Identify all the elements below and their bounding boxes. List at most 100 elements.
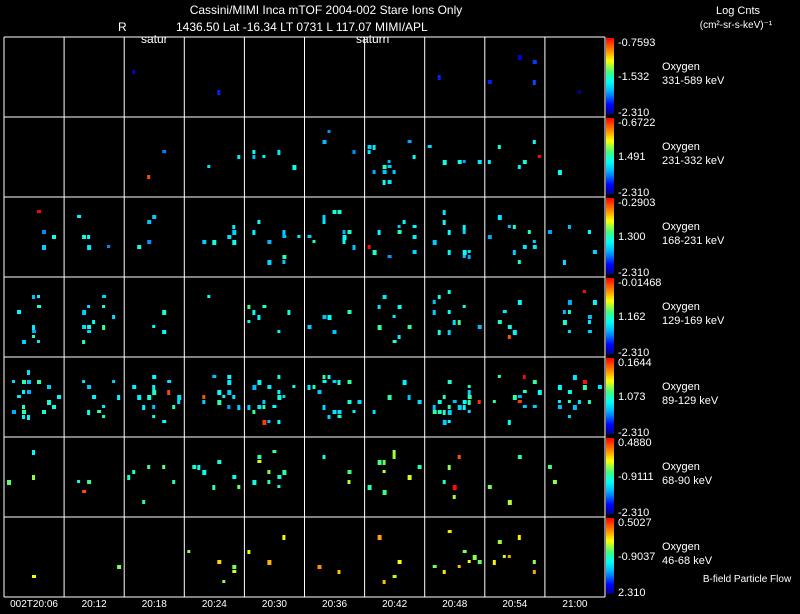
image-panel (487, 215, 537, 264)
pixel (447, 380, 452, 384)
image-panel (137, 215, 157, 249)
pixel (477, 160, 482, 164)
pixel (252, 410, 256, 414)
pixel (47, 385, 51, 389)
pixel (487, 235, 492, 239)
colorbar-units: (cm²-sr-s-keV)⁻¹ (700, 20, 773, 31)
pixel (447, 310, 451, 314)
pixel (212, 375, 217, 378)
pixel (32, 325, 35, 330)
pixel (447, 530, 452, 533)
image-panel (557, 170, 562, 175)
pixel (277, 375, 281, 379)
colorbar-max-label: 0.5027 (618, 517, 652, 529)
pixel (567, 300, 572, 305)
pixel (77, 480, 81, 483)
image-panel (132, 375, 182, 423)
pixel (367, 150, 371, 154)
pixel (257, 460, 262, 463)
pixel (437, 295, 441, 299)
pixel (427, 145, 432, 148)
pixel (92, 320, 96, 324)
pixel (562, 310, 566, 314)
pixel (557, 400, 561, 403)
colorbar (606, 118, 614, 194)
pixel (517, 400, 522, 403)
pixel (447, 420, 451, 423)
pixel (12, 410, 16, 414)
pixel (102, 405, 106, 408)
colorbar (606, 358, 614, 434)
image-panel (372, 380, 422, 414)
pixel (112, 315, 116, 319)
pixel (42, 410, 46, 414)
pixel (457, 405, 462, 410)
pixel (437, 400, 442, 404)
panel-grid (3, 36, 606, 598)
pixel (147, 465, 151, 469)
image-panel (202, 225, 237, 245)
pixel (82, 235, 87, 239)
colorbar-min-label: 2.310 (618, 587, 646, 599)
pixel (27, 380, 31, 384)
pixel (532, 140, 536, 144)
pixel (197, 465, 201, 470)
pixel (277, 485, 281, 488)
image-panel (252, 450, 287, 488)
pixel (152, 325, 156, 328)
pixel (87, 245, 92, 250)
pixel (392, 340, 397, 343)
pixel (392, 170, 396, 174)
pixel (372, 410, 376, 414)
pixel (187, 550, 191, 553)
time-tick-label: 20:54 (502, 599, 527, 609)
pixel (87, 480, 92, 484)
pixel (257, 315, 261, 320)
pixel (37, 340, 40, 343)
pixel (177, 395, 182, 400)
pixel (42, 230, 46, 234)
pixel (202, 395, 206, 399)
pixel (462, 230, 466, 234)
pixel (162, 465, 166, 469)
pixel (257, 220, 261, 224)
image-panel (217, 90, 221, 95)
pixel (272, 405, 277, 408)
pixel (467, 410, 471, 413)
image-panel (12, 370, 61, 420)
pixel (467, 395, 472, 399)
pixel (382, 470, 386, 473)
pixel (17, 310, 21, 314)
image-panel (367, 450, 422, 495)
pixel (487, 160, 491, 164)
colorbar-mid-label: 1.300 (618, 231, 646, 243)
pixel (317, 565, 322, 569)
pixel (252, 150, 256, 154)
image-panel (207, 295, 211, 298)
pixel (462, 550, 467, 553)
pixel (277, 330, 281, 333)
pixel (87, 385, 92, 389)
pixel (167, 380, 172, 383)
pixel (322, 140, 327, 144)
pixel (452, 400, 457, 403)
header-r-label: R (118, 20, 127, 34)
pixel (347, 400, 352, 404)
pixel (217, 90, 221, 95)
pixel (337, 415, 342, 418)
pixel (367, 245, 371, 249)
pixel (327, 315, 332, 320)
pixel (227, 375, 232, 379)
pixel (332, 330, 337, 334)
pixel (237, 485, 241, 489)
pixel (572, 405, 577, 410)
image-panel (492, 535, 536, 574)
pixel (462, 305, 466, 308)
pixel (462, 400, 467, 404)
pixel (237, 155, 241, 159)
pixel (467, 390, 471, 395)
pixel (432, 310, 436, 315)
pixel (237, 405, 241, 410)
pixel (227, 390, 232, 395)
pixel (152, 415, 156, 418)
